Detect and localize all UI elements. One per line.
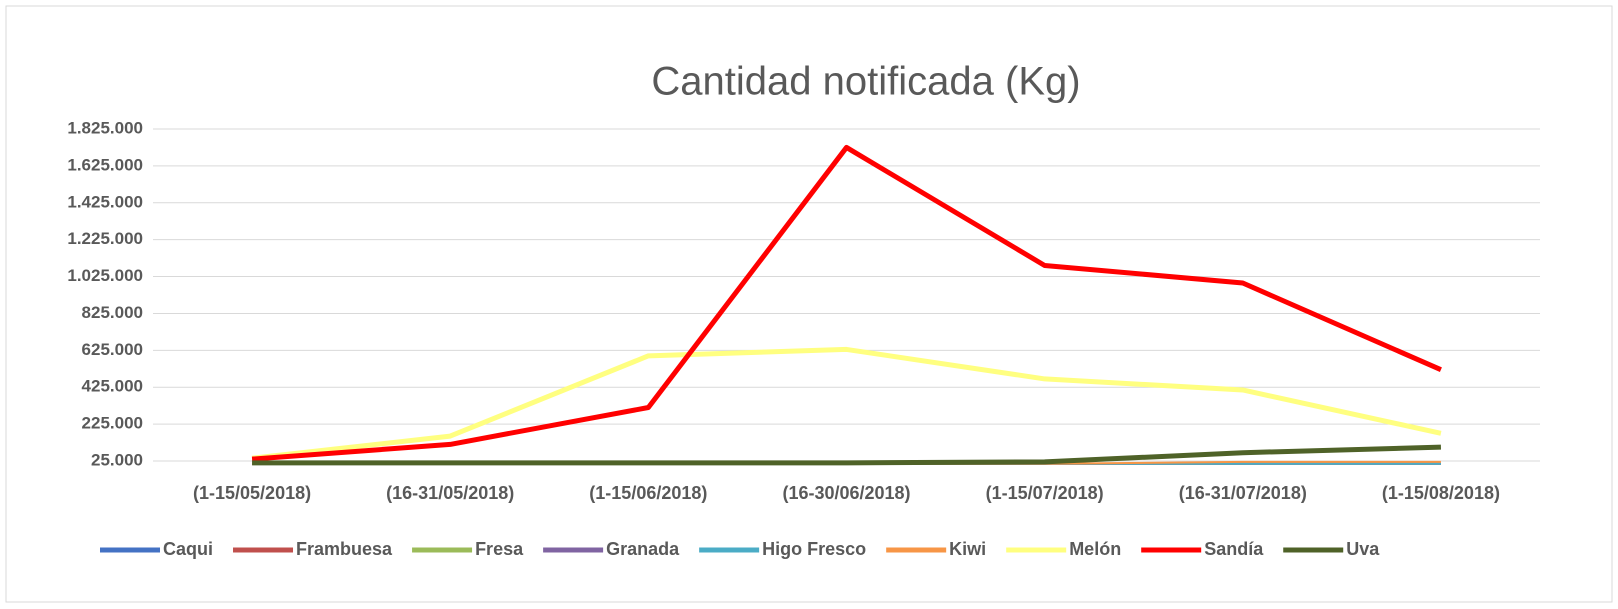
y-tick-label: 825.000 [82, 303, 143, 322]
legend-label: Caqui [163, 539, 213, 559]
x-tick-label: (1-15/05/2018) [193, 483, 311, 503]
x-tick-label: (1-15/06/2018) [589, 483, 707, 503]
chart-title: Cantidad notificada (Kg) [651, 60, 1080, 104]
y-tick-label: 1.425.000 [67, 192, 143, 211]
y-tick-label: 425.000 [82, 377, 143, 396]
series-line [252, 444, 1441, 466]
x-tick-label: (16-31/05/2018) [386, 483, 514, 503]
legend-label: Granada [606, 539, 680, 559]
x-tick-label: (1-15/08/2018) [1382, 483, 1500, 503]
legend-label: Uva [1346, 539, 1380, 559]
legend-label: Melón [1069, 539, 1121, 559]
y-tick-label: 25.000 [91, 450, 143, 469]
x-tick-label: (16-31/07/2018) [1179, 483, 1307, 503]
y-tick-label: 1.025.000 [67, 266, 143, 285]
legend-label: Frambuesa [296, 539, 393, 559]
y-tick-label: 1.225.000 [67, 229, 143, 248]
x-tick-label: (1-15/07/2018) [986, 483, 1104, 503]
y-tick-label: 1.625.000 [67, 155, 143, 174]
y-tick-label: 625.000 [82, 340, 143, 359]
series-line [251, 144, 1442, 462]
y-tick-label: 1.825.000 [67, 118, 143, 137]
legend-label: Fresa [475, 539, 524, 559]
y-tick-label: 225.000 [82, 414, 143, 433]
series-line [251, 346, 1442, 461]
x-tick-label: (16-30/06/2018) [782, 483, 910, 503]
legend-label: Kiwi [949, 539, 986, 559]
chart-frame [5, 5, 1613, 603]
legend-label: Higo Fresco [762, 539, 866, 559]
legend-label: Sandía [1204, 539, 1264, 559]
